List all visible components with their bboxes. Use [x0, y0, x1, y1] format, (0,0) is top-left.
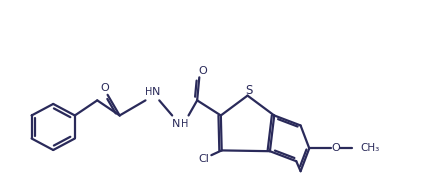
- Text: O: O: [198, 66, 206, 76]
- Text: N: N: [172, 119, 180, 129]
- Text: S: S: [245, 84, 253, 97]
- Text: O: O: [331, 143, 340, 153]
- Text: H: H: [145, 87, 152, 97]
- Text: CH₃: CH₃: [360, 143, 379, 153]
- Text: H: H: [181, 119, 188, 129]
- Text: N: N: [152, 87, 160, 97]
- Text: Cl: Cl: [198, 154, 209, 164]
- Text: O: O: [100, 83, 109, 93]
